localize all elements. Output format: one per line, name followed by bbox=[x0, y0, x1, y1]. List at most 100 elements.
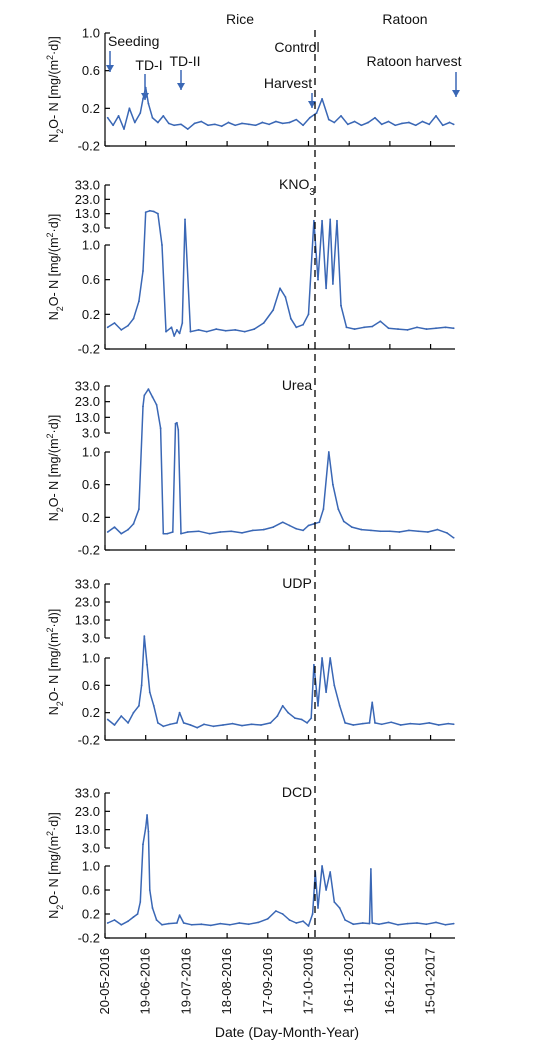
annotation-arrow-head bbox=[106, 65, 114, 72]
data-point bbox=[200, 923, 203, 926]
y-tick-label: 3.0 bbox=[82, 221, 100, 236]
y-tick-label: 0.6 bbox=[82, 678, 100, 693]
data-point bbox=[428, 123, 431, 126]
data-point bbox=[333, 684, 336, 687]
x-tick-label: 19-06-2016 bbox=[138, 948, 153, 1015]
data-point bbox=[295, 118, 298, 121]
panel-title: DCD bbox=[282, 784, 312, 800]
data-point bbox=[276, 715, 279, 717]
data-point bbox=[406, 922, 409, 925]
y-tick-label: 23.0 bbox=[75, 804, 100, 819]
y-axis-label-part: 2 bbox=[45, 232, 55, 237]
data-point bbox=[167, 122, 170, 125]
y-tick-label: -0.2 bbox=[78, 139, 100, 154]
data-point bbox=[120, 532, 123, 535]
data-point bbox=[444, 326, 447, 329]
y-tick-label: -0.2 bbox=[78, 931, 100, 946]
data-point bbox=[209, 924, 212, 927]
data-point bbox=[205, 330, 208, 333]
data-point bbox=[132, 522, 135, 525]
x-axis-label: Date (Day-Month-Year) bbox=[215, 1024, 359, 1040]
data-point bbox=[147, 388, 150, 391]
y-tick-label: 13.0 bbox=[75, 410, 100, 425]
y-tick-label: -0.2 bbox=[78, 543, 100, 558]
data-point bbox=[288, 524, 291, 527]
data-point bbox=[138, 300, 140, 303]
y-tick-label: 23.0 bbox=[75, 394, 100, 409]
data-point bbox=[120, 329, 123, 331]
data-point bbox=[113, 724, 116, 726]
panel-title: Control bbox=[274, 39, 319, 55]
data-point bbox=[228, 923, 231, 926]
data-point bbox=[234, 124, 237, 127]
data-point bbox=[189, 330, 192, 333]
y-tick-label: 13.0 bbox=[75, 613, 100, 628]
data-point bbox=[340, 304, 342, 307]
data-point bbox=[380, 723, 383, 726]
y-tick-label: 33.0 bbox=[75, 379, 100, 394]
data-point bbox=[397, 328, 399, 330]
y-axis-label-part: 2 bbox=[45, 831, 55, 836]
data-point bbox=[182, 722, 185, 724]
data-point bbox=[155, 403, 158, 406]
data-point bbox=[275, 910, 277, 912]
data-point bbox=[311, 913, 314, 915]
data-point bbox=[374, 722, 376, 724]
data-point bbox=[173, 124, 176, 127]
data-point bbox=[322, 508, 325, 511]
data-point bbox=[350, 526, 353, 529]
data-point bbox=[180, 123, 182, 126]
y-tick-label: 1.0 bbox=[82, 445, 100, 460]
data-point bbox=[329, 657, 332, 659]
data-point bbox=[435, 921, 437, 924]
annotation-arrow-head bbox=[308, 101, 316, 108]
data-point bbox=[127, 920, 129, 923]
data-point bbox=[363, 326, 366, 329]
y-axis-label-part: N bbox=[47, 134, 61, 143]
data-point bbox=[421, 120, 424, 123]
x-tick-label: 17-09-2016 bbox=[260, 948, 275, 1015]
data-point bbox=[148, 209, 151, 212]
data-point bbox=[128, 107, 131, 110]
data-point bbox=[307, 524, 310, 527]
data-point bbox=[360, 124, 363, 127]
data-point bbox=[380, 123, 383, 126]
data-point bbox=[300, 718, 303, 721]
data-point bbox=[152, 210, 155, 213]
y-tick-label: 0.6 bbox=[82, 272, 100, 287]
data-point bbox=[327, 118, 330, 121]
y-tick-label: 0.2 bbox=[82, 307, 100, 322]
y-axis-label-part: ·d)] bbox=[47, 36, 61, 55]
data-point bbox=[260, 724, 262, 726]
annotation-td-ii: TD-II bbox=[169, 53, 200, 69]
data-point bbox=[142, 270, 144, 272]
data-point bbox=[166, 532, 169, 535]
y-tick-label: 0.2 bbox=[82, 907, 100, 922]
data-point bbox=[186, 128, 189, 130]
y-axis-label-part: ·d)] bbox=[47, 609, 61, 628]
data-point bbox=[361, 722, 364, 725]
data-point bbox=[261, 121, 264, 124]
data-point bbox=[353, 328, 356, 330]
data-point bbox=[132, 916, 135, 918]
data-point bbox=[227, 121, 230, 124]
data-point bbox=[171, 531, 174, 533]
y-axis-label-part: ·d)] bbox=[47, 214, 61, 233]
data-point bbox=[336, 219, 338, 222]
data-point bbox=[231, 722, 234, 725]
y-axis-label-part: 2 bbox=[55, 129, 65, 134]
data-point bbox=[379, 320, 382, 323]
data-point bbox=[398, 531, 401, 533]
data-point bbox=[369, 868, 372, 870]
data-point bbox=[390, 721, 393, 724]
y-tick-label: 1.0 bbox=[82, 26, 100, 41]
data-point bbox=[345, 326, 348, 329]
data-point bbox=[353, 120, 356, 123]
y-axis-label-part: 2 bbox=[55, 507, 65, 512]
data-point bbox=[352, 923, 355, 926]
data-point bbox=[143, 394, 146, 397]
data-point bbox=[313, 663, 315, 666]
data-point bbox=[178, 711, 181, 714]
section-right-label: Ratoon bbox=[382, 11, 427, 27]
